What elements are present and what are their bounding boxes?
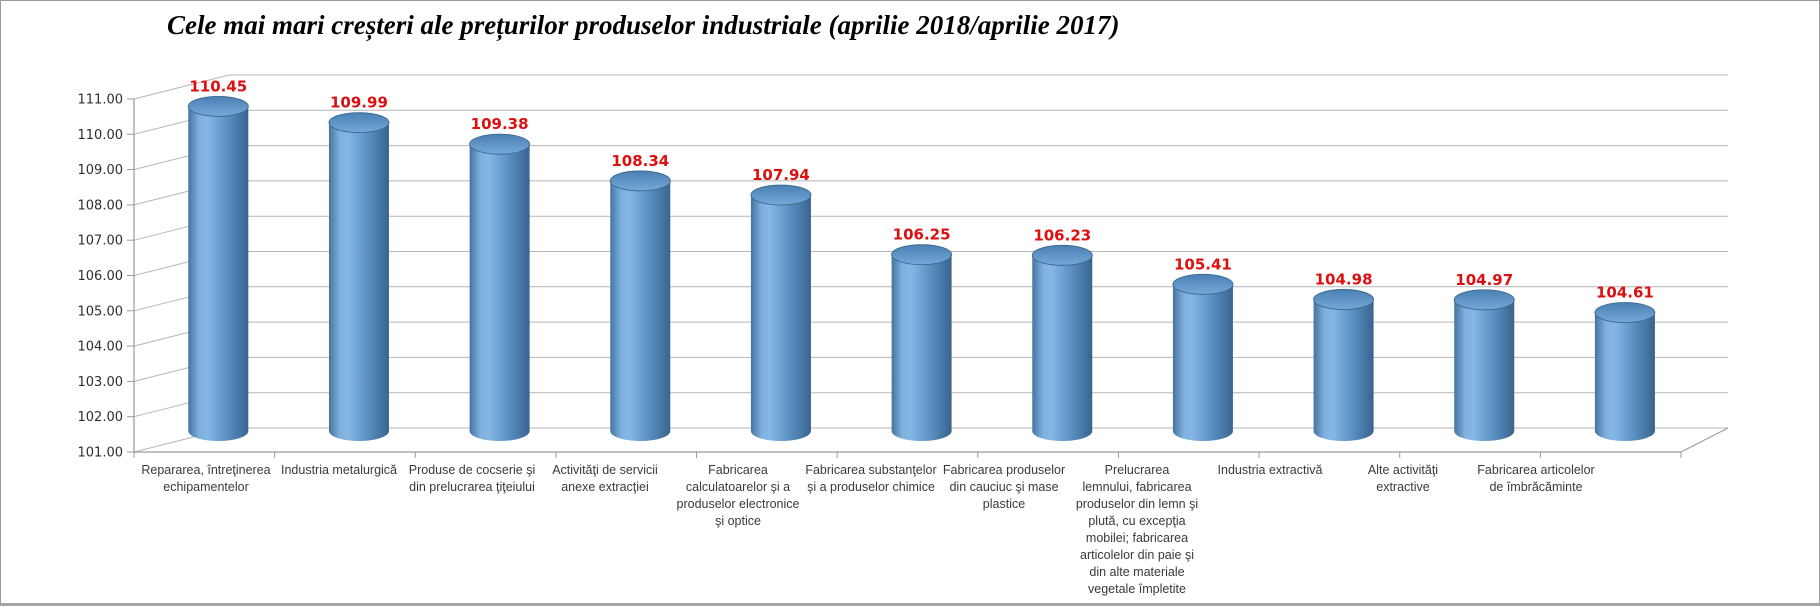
value-label: 104.97 (1455, 271, 1513, 289)
value-label: 109.38 (471, 115, 529, 133)
chart-title: Cele mai mari creșteri ale prețurilor pr… (167, 10, 1120, 40)
gridline-sidewall (133, 74, 230, 100)
cylinder-bar (1454, 299, 1515, 441)
cylinder-bar (328, 122, 389, 441)
value-label: 106.23 (1033, 226, 1091, 244)
y-tick-label: 107.00 (78, 234, 124, 249)
value-label: 110.45 (189, 77, 247, 95)
cylinder-top (1172, 273, 1234, 295)
y-tick-label: 102.00 (78, 410, 124, 425)
cylinder-top (609, 170, 671, 192)
cylinder-bar (1172, 284, 1233, 441)
y-tick-label: 110.00 (78, 128, 124, 143)
value-label: 106.25 (893, 226, 951, 244)
cylinder-bar (891, 254, 952, 441)
cylinder-bar (610, 180, 671, 441)
y-tick-label: 105.00 (78, 304, 124, 319)
value-label: 107.94 (752, 166, 810, 184)
value-label: 108.34 (611, 152, 669, 170)
y-tick-label: 106.00 (78, 269, 124, 284)
cylinder-bar (1313, 299, 1374, 441)
cylinder-top (469, 133, 531, 155)
cylinder-bar (750, 195, 811, 441)
y-tick-label: 109.00 (78, 163, 124, 178)
floor-edge-diagonal (1680, 427, 1729, 453)
y-tick-label: 104.00 (78, 340, 124, 355)
value-label: 109.99 (330, 94, 388, 112)
y-tick-label: 103.00 (78, 375, 124, 390)
cylinder-bar (1032, 255, 1093, 441)
cylinder-top (1031, 244, 1093, 266)
value-label: 104.98 (1315, 271, 1373, 289)
cylinder-top (750, 184, 812, 206)
cylinder-top (1313, 289, 1375, 310)
cylinder-bar (1594, 312, 1655, 441)
value-label: 105.41 (1174, 255, 1232, 273)
cylinder-top (328, 112, 390, 134)
cylinder-top (891, 244, 953, 266)
y-tick-label: 111.00 (78, 93, 124, 108)
value-label: 104.61 (1596, 284, 1654, 302)
cylinder-bar (188, 106, 249, 441)
y-tick-label: 108.00 (78, 198, 124, 213)
cylinder-top (1594, 302, 1656, 324)
cylinder-top (187, 95, 249, 117)
cylinder-top (1453, 289, 1515, 311)
y-tick-label: 101.00 (78, 446, 124, 461)
cylinder-bar (469, 144, 530, 441)
